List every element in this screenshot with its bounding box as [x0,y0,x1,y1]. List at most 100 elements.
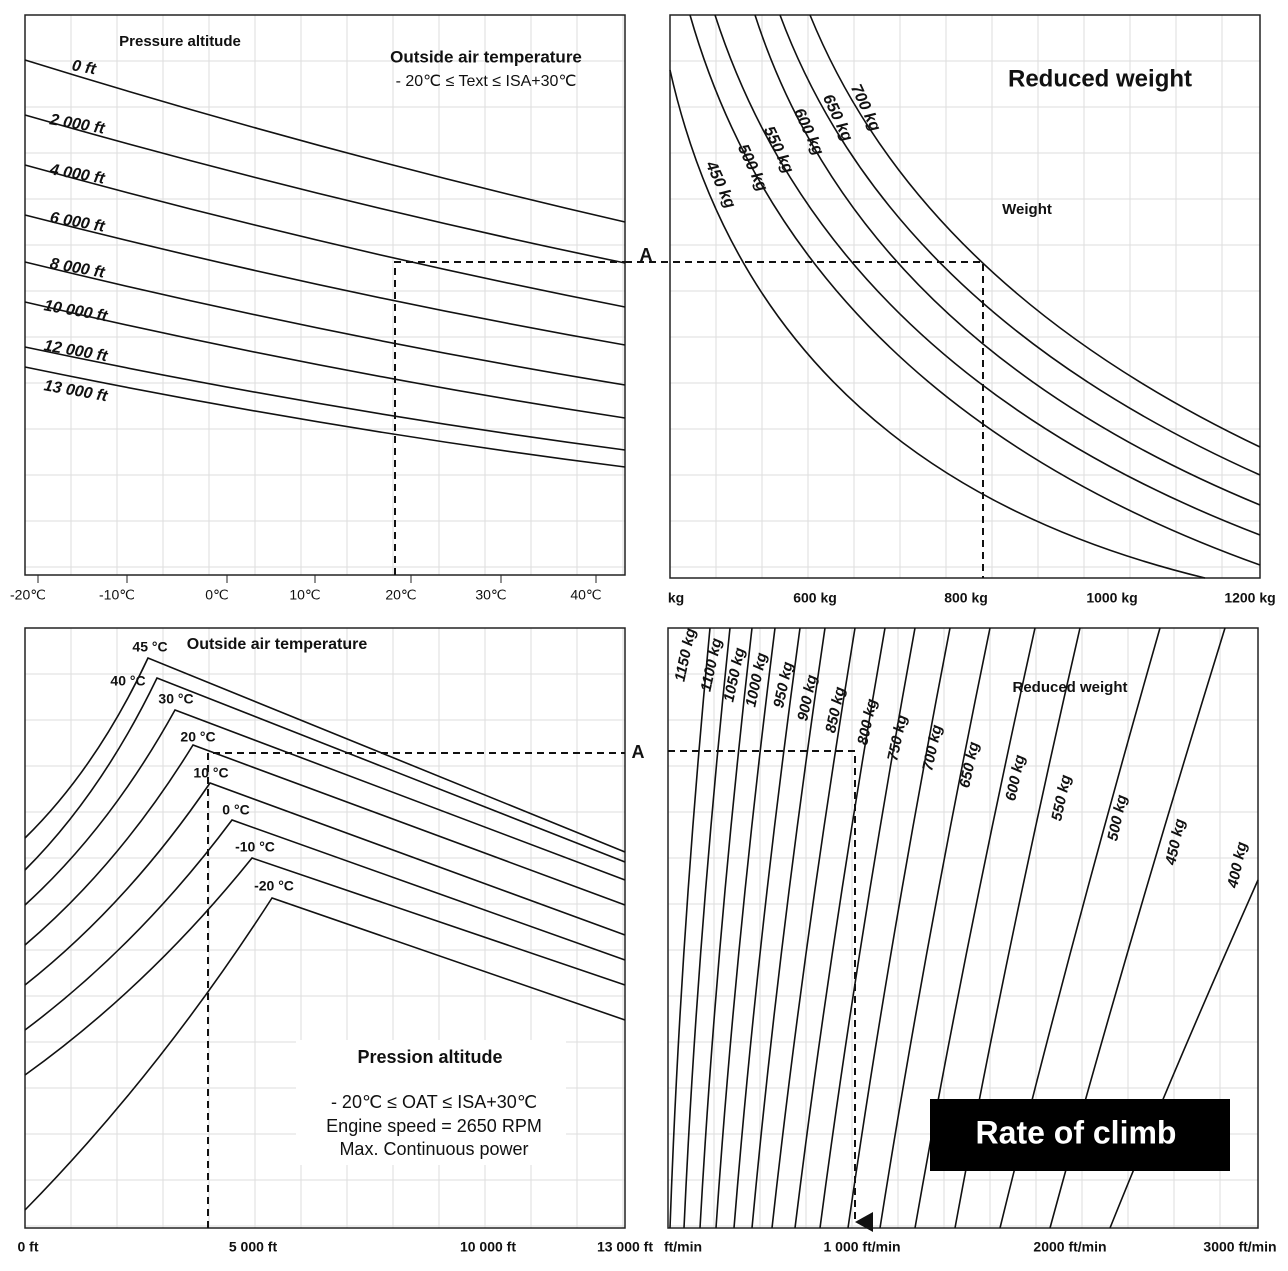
panel-frame [669,14,1261,579]
x-tick-label: 0 ft [18,1239,39,1255]
weight-curve [779,14,1261,476]
curve-label: 450 kg [702,158,739,211]
weight-line [669,627,711,1229]
x-tick-label: -20℃ [10,587,46,603]
note-title: Outside air temperature [390,47,582,66]
x-tick-label: 3000 ft/min [1203,1239,1276,1255]
curve-label: 0 °C [222,802,249,818]
curve-label: 30 °C [158,691,193,707]
banner-box [930,1099,1230,1171]
curve-label: 650 kg [819,92,856,145]
curve-label: 40 °C [110,673,145,689]
weight-line [1109,879,1259,1229]
note: Max. Continuous power [339,1139,528,1159]
box-title: Pression altitude [357,1047,502,1067]
curve-label: 2 000 ft [48,111,107,138]
x-tick-label: 20℃ [385,587,416,603]
x-tick-label: 30℃ [475,587,506,603]
note-box [296,1040,566,1165]
curve-label: 45 °C [132,639,167,655]
x-tick-label: -10℃ [99,587,135,603]
temperature-curve [24,897,626,1211]
note: - 20℃ ≤ OAT ≤ ISA+30℃ [331,1092,537,1112]
weight-curve [689,14,1261,566]
curve-label: 8 000 ft [49,255,107,281]
x-tick-label: 1 000 ft/min [823,1239,900,1255]
x-tick-label: 800 kg [944,590,988,606]
weight-line [847,627,951,1229]
x-tick-label: 0℃ [205,587,229,603]
panel-frame [24,627,626,1229]
altitude-curve [24,214,626,346]
x-tick-label: 1000 kg [1086,590,1137,606]
curve-label: 10 000 ft [43,297,110,325]
marker-label: A [632,742,645,762]
x-tick-label: 1200 kg [1224,590,1275,606]
guide-line [625,261,984,578]
x-tick-label: 40℃ [570,587,601,603]
panel-frame [24,14,626,576]
curve-label: 900 kg [794,673,820,722]
temperature-curve [24,676,626,871]
curve-label: 650 kg [956,740,982,789]
curve-label: 4 000 ft [48,161,107,188]
note: - 20℃ ≤ Text ≤ ISA+30℃ [396,73,577,90]
weight-line [715,627,776,1229]
curve-label: -20 °C [254,878,294,894]
weight-curve [809,14,1261,448]
x-tick-label: ft/min [664,1239,702,1255]
curve-label: 700 kg [847,82,884,135]
curve-label: 20 °C [180,729,215,745]
panel-title: Outside air temperature [187,636,368,653]
curve-label: -10 °C [235,839,275,855]
weight-line [683,627,731,1229]
weight-line [733,627,801,1229]
marker-label: A [640,245,653,265]
temperature-curve [24,782,626,986]
temperature-curve [24,857,626,1076]
curve-label: 500 kg [1104,793,1130,842]
altitude-curve [24,301,626,419]
guide-line [207,752,625,1228]
curve-label: 600 kg [790,106,827,159]
altitude-curve [24,366,626,468]
x-tick-label: 13 000 ft [597,1239,653,1255]
panel-title: Reduced weight [1012,679,1127,696]
curve-label: 550 kg [760,124,797,177]
weight-line [914,627,1036,1229]
curve-label: 1100 kg [698,637,726,693]
note: Engine speed = 2650 RPM [326,1116,542,1136]
curve-label: 800 kg [854,697,880,746]
curve-label: 450 kg [1162,817,1189,867]
curve-label: 500 kg [734,142,771,195]
x-tick-label: 600 kg [793,590,837,606]
temperature-curve [24,819,626,1031]
altitude-curve [24,261,626,386]
temperature-curve [24,656,626,853]
curve-label: 550 kg [1048,773,1074,822]
banner-text: Rate of climb [976,1114,1177,1150]
weight-curve [714,14,1261,536]
temperature-curve [24,744,626,946]
curve-label: 400 kg [1224,840,1251,890]
curve-label: 850 kg [822,685,848,734]
altitude-curve [24,164,626,308]
weight-curve [754,14,1261,506]
x-tick-label: 10℃ [289,587,320,603]
x-tick-label: kg [668,590,684,606]
weight-line [771,627,856,1229]
curve-label: 12 000 ft [43,337,110,365]
guide-line [668,750,873,1232]
weight-curve [669,69,1206,579]
curve-label: 6 000 ft [49,209,107,235]
panel-title: Pressure altitude [119,33,241,50]
weight-line [879,627,991,1229]
weight-line [819,627,916,1229]
curve-label: 10 °C [193,765,228,781]
altitude-curve [24,59,626,223]
curve-label: 1150 kg [672,627,700,683]
curve-label: 0 ft [71,57,98,78]
altitude-curve [24,114,626,264]
x-tick-label: 10 000 ft [460,1239,516,1255]
